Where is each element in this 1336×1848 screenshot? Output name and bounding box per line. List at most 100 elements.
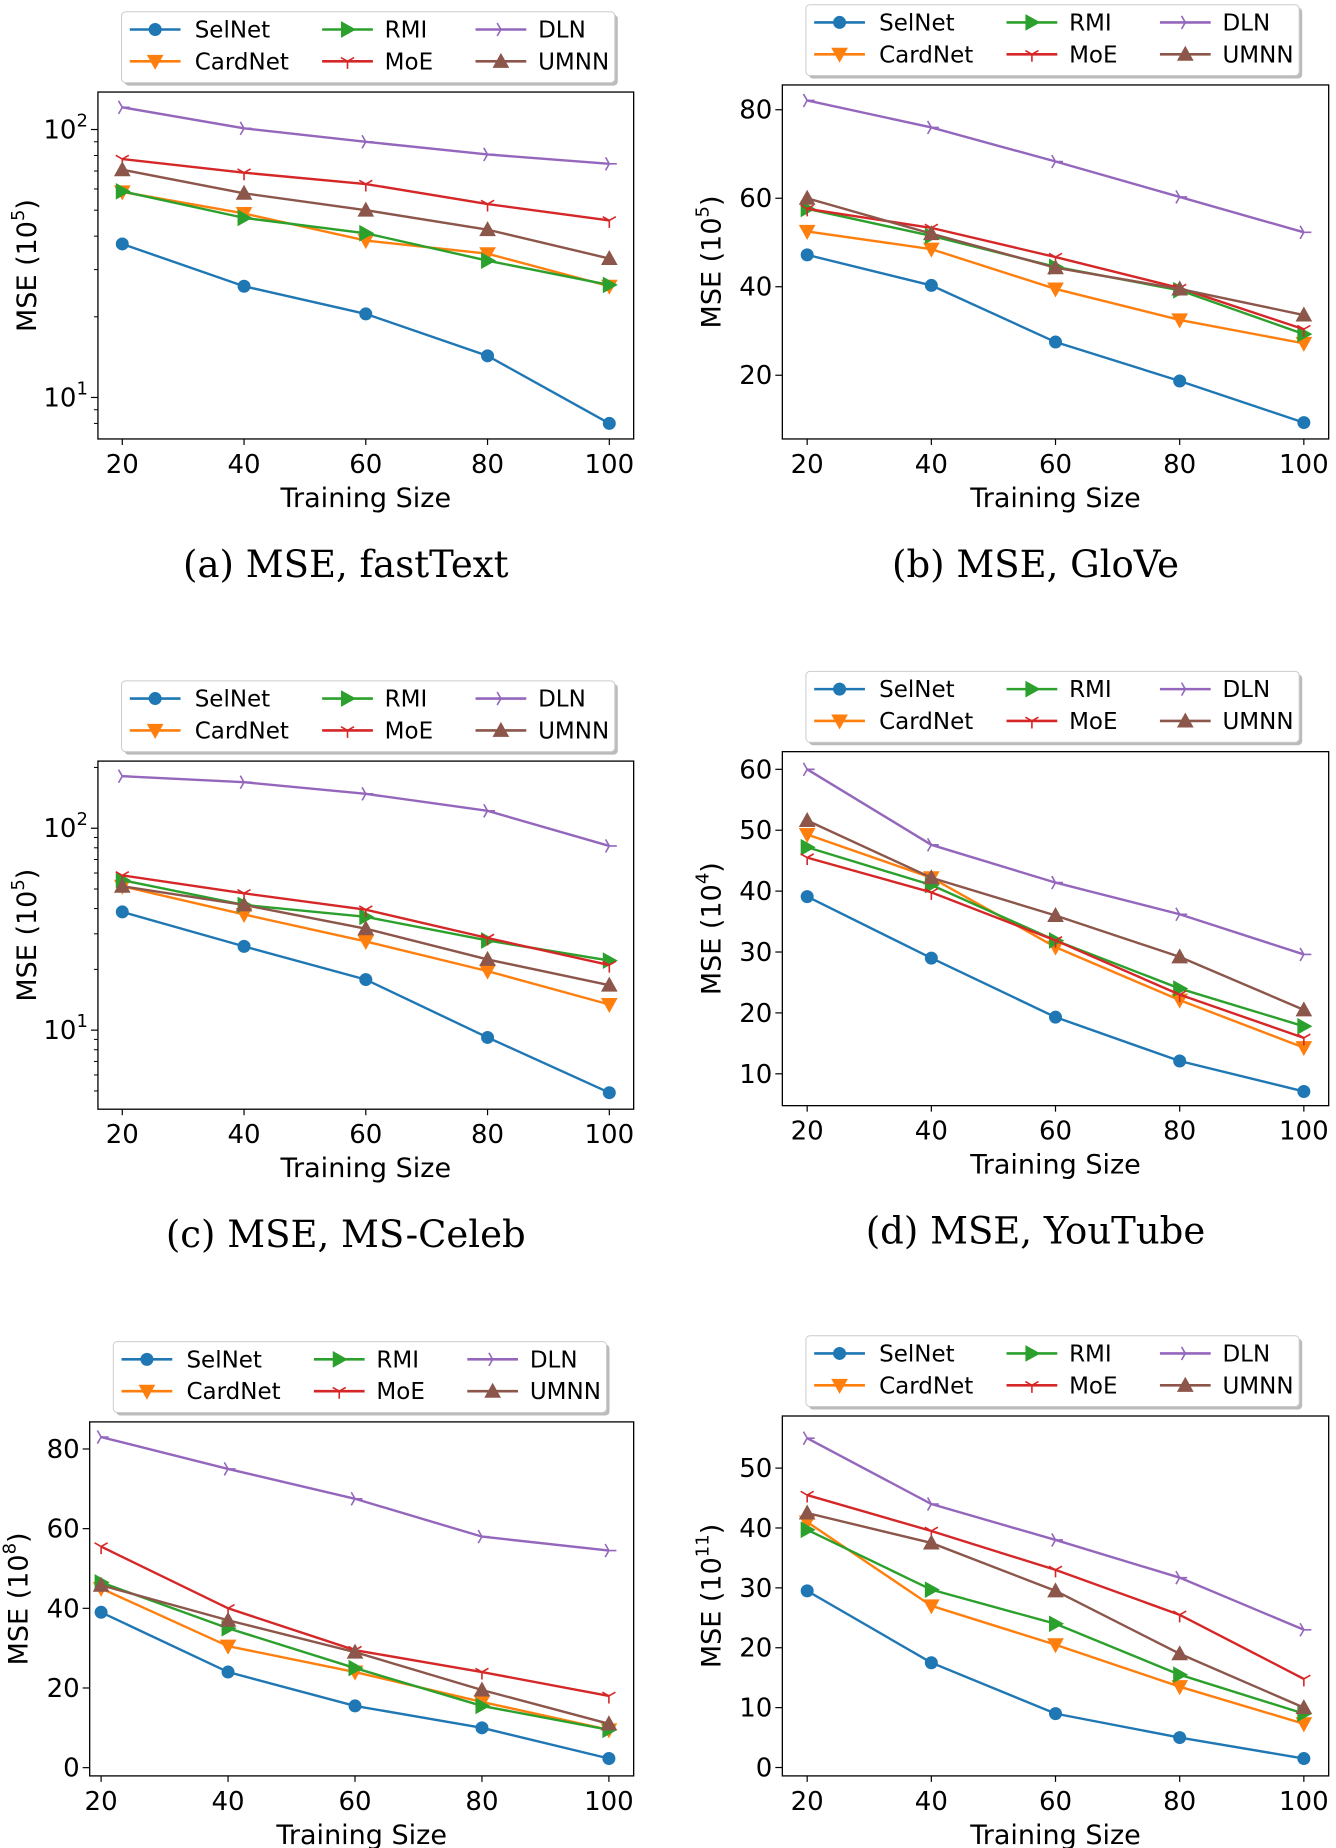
- legend: SelNet CardNet RMI MoE DLN UMNN: [121, 680, 618, 755]
- data-point: [1049, 335, 1063, 349]
- data-point: [223, 1461, 236, 1476]
- data-point: [357, 920, 375, 936]
- data-point: [96, 1430, 109, 1444]
- data-point: [1047, 1582, 1064, 1598]
- legend-item-rmi: RMI: [322, 687, 427, 713]
- data-point: [802, 93, 815, 108]
- data-point: [800, 1584, 814, 1598]
- y-label-base: MSE (10: [696, 217, 727, 328]
- legend-label: MoE: [376, 1379, 424, 1405]
- subfigure-caption: (d) MSE, YouTube: [866, 1210, 1206, 1253]
- data-point: [1175, 189, 1188, 204]
- data-point: [604, 1543, 617, 1558]
- x-tick-label: 20: [791, 450, 824, 480]
- legend-label: MoE: [385, 49, 433, 75]
- series-line: [122, 106, 610, 165]
- legend-item-selnet: SelNet: [121, 1347, 262, 1373]
- series-moe: [115, 870, 617, 973]
- legend-item-umnn: UMNN: [475, 49, 609, 75]
- legend-marker: [484, 1382, 501, 1398]
- data-point: [359, 307, 373, 321]
- x-tick-label: 80: [471, 450, 504, 480]
- legend-label: SelNet: [879, 10, 955, 36]
- x-tick-label: 60: [338, 1787, 371, 1817]
- series-selnet: [800, 890, 1311, 1098]
- legend-item-dln: DLN: [475, 687, 586, 713]
- x-tick-label: 20: [106, 1120, 139, 1150]
- y-tick-label: 40: [739, 877, 772, 907]
- legend-item-umnn: UMNN: [1159, 1373, 1294, 1399]
- data-point: [1175, 907, 1188, 922]
- x-tick-label: 100: [1279, 1117, 1329, 1147]
- legend-label: CardNet: [186, 1379, 280, 1405]
- legend-label: SelNet: [186, 1347, 262, 1373]
- data-point: [798, 1504, 816, 1520]
- legend-marker: [831, 47, 848, 63]
- legend-label: SelNet: [879, 1341, 955, 1367]
- y-tick-base: 10: [739, 1060, 772, 1090]
- data-point: [800, 1490, 815, 1503]
- data-point: [1171, 1680, 1189, 1696]
- series-umnn: [113, 161, 618, 266]
- y-tick-base: 60: [47, 1515, 80, 1545]
- legend-item-selnet: SelNet: [129, 18, 270, 44]
- y-tick-label: 60: [739, 184, 772, 214]
- data-point: [602, 1086, 616, 1100]
- data-point: [604, 156, 617, 171]
- data-point: [92, 1576, 110, 1592]
- y-tick-base: 40: [739, 877, 772, 907]
- legend-label: DLN: [1222, 677, 1270, 703]
- y-label-close: ): [696, 862, 727, 873]
- series-selnet: [115, 237, 616, 430]
- legend-label: UMNN: [1222, 1373, 1293, 1399]
- y-axis-label: MSE (108): [0, 1532, 35, 1665]
- series-cardnet: [798, 1515, 1313, 1733]
- data-point: [346, 1643, 364, 1659]
- chart-panel-6: 20 40 60 80 100 0 10 20 30 40 50 Training Size MSE (…: [692, 1335, 1330, 1848]
- y-tick-label: 60: [739, 755, 772, 785]
- legend-label: RMI: [385, 18, 428, 44]
- y-tick-base: 80: [739, 96, 772, 126]
- legend-item-selnet: SelNet: [814, 10, 955, 36]
- data-point: [1049, 1707, 1063, 1721]
- data-point: [800, 853, 815, 866]
- subfigure-caption: (c) MSE, MS-Celeb: [166, 1213, 526, 1256]
- data-point: [800, 1521, 816, 1539]
- y-tick-label: 101: [43, 378, 88, 413]
- data-point: [601, 1691, 616, 1704]
- data-point: [475, 1721, 489, 1735]
- legend-item-moe: MoE: [1006, 1373, 1118, 1399]
- x-tick-label: 40: [227, 450, 260, 480]
- legend-marker: [1024, 49, 1039, 62]
- legend-item-cardnet: CardNet: [129, 718, 289, 744]
- data-point: [1296, 1674, 1311, 1687]
- y-tick-base: 20: [739, 361, 772, 391]
- x-tick-label: 60: [1039, 1787, 1072, 1817]
- legend-marker: [1024, 716, 1039, 729]
- y-tick-base: 20: [739, 1634, 772, 1664]
- data-point: [1047, 906, 1064, 922]
- series-umnn: [113, 877, 618, 992]
- legend-item-moe: MoE: [322, 718, 433, 744]
- data-point: [480, 933, 495, 946]
- y-tick-label: 20: [739, 1634, 772, 1664]
- legend-marker: [148, 23, 162, 36]
- data-point: [237, 209, 253, 227]
- data-point: [800, 204, 815, 217]
- legend-label: RMI: [376, 1347, 419, 1373]
- data-point: [483, 147, 496, 162]
- series-rmi: [115, 182, 618, 294]
- legend-marker: [341, 21, 357, 38]
- data-point: [94, 1605, 108, 1619]
- data-point: [1047, 282, 1064, 298]
- series-line: [806, 99, 1305, 234]
- legend-label: RMI: [385, 687, 428, 713]
- legend-label: DLN: [1222, 1341, 1270, 1367]
- data-point: [358, 179, 373, 192]
- legend-marker: [146, 54, 164, 70]
- data-point: [802, 1431, 815, 1446]
- y-tick-label: 60: [47, 1515, 80, 1545]
- series-line: [122, 774, 610, 848]
- data-point: [798, 827, 816, 844]
